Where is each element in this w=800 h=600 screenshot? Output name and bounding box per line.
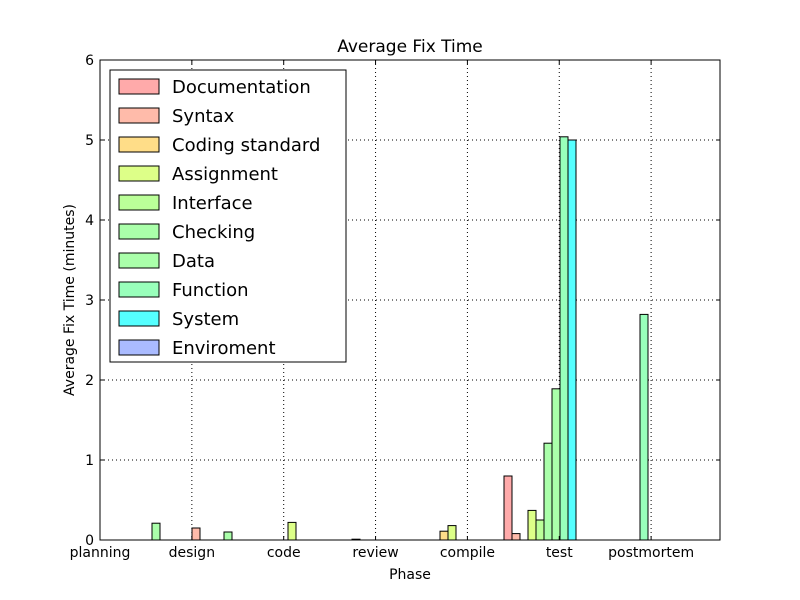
x-tick-label: compile bbox=[440, 545, 495, 561]
legend-label: Data bbox=[172, 251, 215, 272]
bar bbox=[639, 313, 649, 541]
legend-swatch bbox=[118, 107, 160, 124]
x-tick-label: design bbox=[169, 545, 215, 561]
legend-label: Documentation bbox=[172, 77, 311, 98]
bar bbox=[535, 519, 545, 541]
bars bbox=[151, 136, 649, 541]
legend-swatch bbox=[118, 339, 160, 356]
bar bbox=[287, 521, 297, 541]
legend-swatch bbox=[118, 78, 160, 95]
legend-swatch bbox=[118, 165, 160, 182]
bar bbox=[223, 531, 233, 541]
bar bbox=[191, 527, 201, 541]
legend-label: Assignment bbox=[172, 164, 278, 185]
bar bbox=[527, 509, 537, 541]
legend-swatch bbox=[118, 281, 160, 298]
x-axis-label: Phase bbox=[389, 567, 431, 583]
x-axis: planning design code review compile test postm… bbox=[70, 60, 694, 561]
legend-label: Checking bbox=[172, 222, 255, 243]
x-tick-label: postmortem bbox=[608, 545, 694, 561]
y-tick-label: 6 bbox=[85, 53, 94, 69]
legend-label: Interface bbox=[172, 193, 253, 214]
y-tick-label: 2 bbox=[85, 373, 94, 389]
legend: Documentation Syntax Coding standard Assign… bbox=[109, 69, 347, 363]
bar bbox=[439, 530, 449, 541]
legend-swatch bbox=[118, 223, 160, 240]
y-tick-label: 4 bbox=[85, 213, 94, 229]
bar bbox=[567, 139, 577, 541]
x-tick-label: review bbox=[352, 545, 398, 561]
y-axis-label: Average Fix Time (minutes) bbox=[62, 204, 78, 396]
legend-label: Coding standard bbox=[172, 135, 320, 156]
bar bbox=[551, 388, 561, 541]
legend-swatch bbox=[118, 310, 160, 327]
bar bbox=[447, 525, 457, 541]
bar bbox=[511, 533, 521, 541]
bar bbox=[559, 136, 569, 541]
y-tick-label: 5 bbox=[85, 133, 94, 149]
x-tick-label: test bbox=[546, 545, 573, 561]
legend-swatch bbox=[118, 136, 160, 153]
legend-label: Syntax bbox=[172, 106, 235, 127]
bar bbox=[151, 522, 161, 541]
legend-swatch bbox=[118, 194, 160, 211]
chart-title: Average Fix Time bbox=[337, 37, 483, 57]
bar bbox=[503, 475, 513, 541]
legend-swatch bbox=[118, 252, 160, 269]
y-tick-label: 3 bbox=[85, 293, 94, 309]
legend-label: Function bbox=[172, 280, 249, 301]
legend-label: Enviroment bbox=[172, 338, 276, 359]
y-axis: 0 1 2 3 4 5 6 bbox=[85, 53, 720, 549]
bar bbox=[543, 442, 553, 541]
legend-label: System bbox=[172, 309, 239, 330]
y-tick-label: 1 bbox=[85, 453, 94, 469]
x-tick-label: planning bbox=[70, 545, 131, 561]
y-tick-label: 0 bbox=[85, 533, 94, 549]
x-tick-label: code bbox=[267, 545, 301, 561]
